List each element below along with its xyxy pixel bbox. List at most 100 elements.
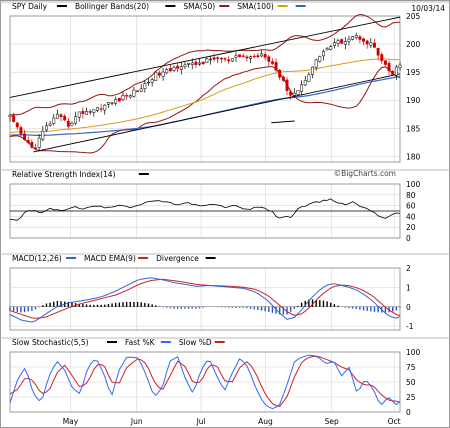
candle-body xyxy=(187,62,191,65)
panel-macd xyxy=(0,253,450,331)
panel-frame xyxy=(9,351,401,413)
panel-frame xyxy=(9,15,401,163)
y-tick-label: 190 xyxy=(406,96,421,105)
legend-label: Slow Stochastic(5,5) xyxy=(12,338,89,347)
panel-frame xyxy=(9,267,401,331)
candle-body xyxy=(278,69,282,78)
rsi-line xyxy=(9,198,401,221)
candle-body xyxy=(125,95,129,97)
candle-body xyxy=(172,67,176,71)
candle-body xyxy=(176,65,180,69)
legend-label: Divergence xyxy=(156,254,199,263)
legend-label: SMA(50) xyxy=(183,2,215,11)
candle-body xyxy=(52,117,56,124)
macd-line xyxy=(9,277,401,323)
candle-body xyxy=(201,61,205,65)
candle-body xyxy=(85,111,88,115)
candle-body xyxy=(121,95,125,101)
candle-body xyxy=(70,122,74,126)
candle-body xyxy=(343,41,347,45)
candle-body xyxy=(387,62,391,72)
candle-body xyxy=(66,120,70,127)
y-tick-label: 185 xyxy=(406,124,421,133)
y-tick-label: -1 xyxy=(406,322,414,331)
candle-body xyxy=(74,116,78,124)
annotation-segment xyxy=(271,120,295,124)
legend-label: SPY Daily xyxy=(12,2,48,11)
y-tick-label: 40 xyxy=(406,212,416,221)
candle-body xyxy=(322,51,325,57)
candle-body xyxy=(325,48,329,51)
watermark: ©BigCharts.com xyxy=(334,169,396,178)
candle-body xyxy=(157,72,161,76)
x-tick-label: Aug xyxy=(258,417,273,426)
candle-body xyxy=(307,74,311,82)
sma50-line xyxy=(9,58,401,134)
legend-label: Fast %K xyxy=(125,338,156,347)
candle-body xyxy=(285,79,289,92)
candle-body xyxy=(128,95,132,98)
panel-rsi xyxy=(0,169,450,239)
candle-body xyxy=(391,70,395,76)
bollinger-lower-line xyxy=(9,66,401,154)
y-tick-label: 75 xyxy=(406,363,416,372)
candle-body xyxy=(383,60,387,65)
candle-body xyxy=(143,83,147,89)
candle-body xyxy=(351,36,355,40)
candle-body xyxy=(150,79,154,83)
candle-body xyxy=(347,38,351,42)
y-tick-label: 100 xyxy=(406,180,421,189)
candle-body xyxy=(92,109,96,113)
candle-body xyxy=(209,58,212,61)
x-tick-label: Sep xyxy=(325,417,339,426)
x-tick-label: May xyxy=(63,417,79,426)
candle-body xyxy=(252,55,256,58)
y-tick-label: 25 xyxy=(406,393,416,402)
candle-body xyxy=(260,53,263,57)
candle-body xyxy=(358,36,362,40)
y-tick-label: 60 xyxy=(406,202,416,211)
candle-body xyxy=(241,55,245,57)
candle-body xyxy=(230,58,234,62)
x-tick-label: Jul xyxy=(196,417,206,426)
legend-label: MACD EMA(9) xyxy=(84,254,136,263)
candle-body xyxy=(249,56,253,59)
candle-body xyxy=(303,79,307,86)
y-tick-label: 1 xyxy=(406,283,411,292)
y-tick-label: 0 xyxy=(406,303,411,312)
y-tick-label: 0 xyxy=(406,234,411,243)
y-tick-label: 195 xyxy=(406,68,421,77)
candle-body xyxy=(88,111,92,113)
y-tick-label: 180 xyxy=(406,152,421,161)
candle-body xyxy=(362,38,366,42)
panel-stochastic xyxy=(0,337,450,413)
candle-body xyxy=(380,54,384,62)
candle-body xyxy=(205,58,209,63)
panel-price xyxy=(0,1,450,163)
candle-body xyxy=(194,61,198,65)
y-tick-label: 100 xyxy=(406,348,421,357)
candle-body xyxy=(292,92,296,96)
candle-body xyxy=(263,54,267,58)
y-tick-label: 50 xyxy=(406,378,416,387)
candle-body xyxy=(373,42,376,48)
candle-body xyxy=(300,84,304,92)
candle-body xyxy=(198,62,201,65)
candle-body xyxy=(63,115,67,121)
candle-body xyxy=(369,42,373,46)
fast-k-line xyxy=(9,354,401,410)
trend-channel-line xyxy=(33,73,401,153)
candle-body xyxy=(270,61,274,64)
candle-body xyxy=(227,59,231,62)
candle-body xyxy=(154,71,158,81)
candle-body xyxy=(183,64,187,67)
candle-body xyxy=(77,111,81,118)
candle-body xyxy=(216,57,220,59)
x-tick-label: Oct xyxy=(388,417,401,426)
candle-body xyxy=(23,133,27,140)
candle-body xyxy=(110,102,114,104)
candle-body xyxy=(147,81,150,84)
candle-body xyxy=(212,57,216,60)
